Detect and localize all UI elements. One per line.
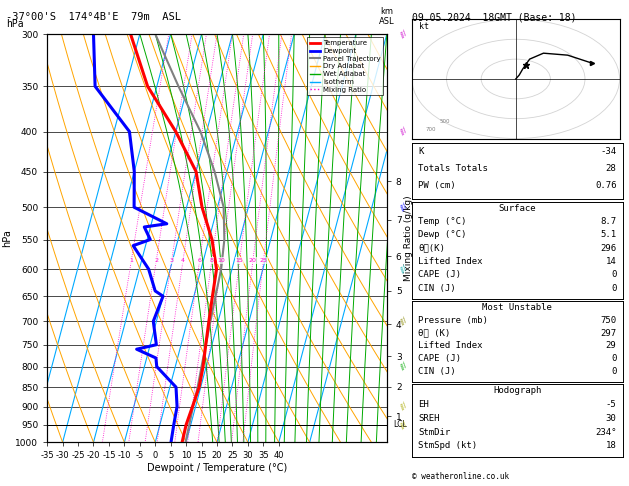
Text: 1: 1 xyxy=(130,258,133,263)
Text: 14: 14 xyxy=(606,257,616,266)
Text: 6: 6 xyxy=(198,258,201,263)
Text: 500: 500 xyxy=(440,119,450,123)
Text: kt: kt xyxy=(419,22,429,32)
Text: 8: 8 xyxy=(210,258,214,263)
Text: © weatheronline.co.uk: © weatheronline.co.uk xyxy=(412,472,509,481)
Text: StmDir: StmDir xyxy=(418,428,450,436)
Text: hPa: hPa xyxy=(6,19,24,30)
Text: 0: 0 xyxy=(611,354,616,363)
Text: Temp (°C): Temp (°C) xyxy=(418,217,467,226)
Text: 2: 2 xyxy=(154,258,159,263)
Text: ///: /// xyxy=(399,420,409,430)
Text: 5.1: 5.1 xyxy=(600,230,616,240)
Text: ///: /// xyxy=(399,362,409,371)
Text: Lifted Index: Lifted Index xyxy=(418,341,483,350)
Text: ///: /// xyxy=(399,127,409,136)
Text: ///: /// xyxy=(399,203,409,212)
Text: -34: -34 xyxy=(600,147,616,156)
Text: Surface: Surface xyxy=(499,204,536,213)
Text: -5: -5 xyxy=(606,400,616,409)
Text: 10: 10 xyxy=(218,258,225,263)
Text: Lifted Index: Lifted Index xyxy=(418,257,483,266)
Text: 25: 25 xyxy=(260,258,267,263)
Text: 09.05.2024  18GMT (Base: 18): 09.05.2024 18GMT (Base: 18) xyxy=(412,12,577,22)
Text: 3: 3 xyxy=(170,258,174,263)
Text: Most Unstable: Most Unstable xyxy=(482,303,552,312)
Y-axis label: hPa: hPa xyxy=(3,229,13,247)
Text: θᴄ (K): θᴄ (K) xyxy=(418,329,450,338)
Text: 296: 296 xyxy=(600,244,616,253)
Text: 0: 0 xyxy=(611,367,616,376)
Text: -37°00'S  174°4B'E  79m  ASL: -37°00'S 174°4B'E 79m ASL xyxy=(6,12,181,22)
Text: θᴄ(K): θᴄ(K) xyxy=(418,244,445,253)
Text: 29: 29 xyxy=(606,341,616,350)
Text: 8.7: 8.7 xyxy=(600,217,616,226)
X-axis label: Dewpoint / Temperature (°C): Dewpoint / Temperature (°C) xyxy=(147,463,287,473)
Text: ///: /// xyxy=(399,264,409,274)
Text: ///: /// xyxy=(399,29,409,39)
Text: CIN (J): CIN (J) xyxy=(418,284,456,293)
Text: 700: 700 xyxy=(426,126,437,132)
Text: 18: 18 xyxy=(606,441,616,451)
Text: 234°: 234° xyxy=(595,428,616,436)
Text: Totals Totals: Totals Totals xyxy=(418,164,488,174)
Text: 30: 30 xyxy=(606,414,616,423)
Text: SREH: SREH xyxy=(418,414,440,423)
Text: K: K xyxy=(418,147,424,156)
Text: ///: /// xyxy=(399,402,409,411)
Text: km
ASL: km ASL xyxy=(379,7,394,26)
Text: PW (cm): PW (cm) xyxy=(418,181,456,190)
Text: Dewp (°C): Dewp (°C) xyxy=(418,230,467,240)
Text: 0: 0 xyxy=(611,284,616,293)
Text: CIN (J): CIN (J) xyxy=(418,367,456,376)
Y-axis label: Mixing Ratio (g/kg): Mixing Ratio (g/kg) xyxy=(404,195,413,281)
Text: 15: 15 xyxy=(236,258,243,263)
Text: ///: /// xyxy=(399,317,409,326)
Text: 28: 28 xyxy=(606,164,616,174)
Text: Pressure (mb): Pressure (mb) xyxy=(418,316,488,325)
Text: 297: 297 xyxy=(600,329,616,338)
Text: StmSpd (kt): StmSpd (kt) xyxy=(418,441,477,451)
Text: Hodograph: Hodograph xyxy=(493,386,542,395)
Text: 4: 4 xyxy=(181,258,185,263)
Text: 750: 750 xyxy=(600,316,616,325)
Text: 20: 20 xyxy=(249,258,257,263)
Text: EH: EH xyxy=(418,400,429,409)
Legend: Temperature, Dewpoint, Parcel Trajectory, Dry Adiabat, Wet Adiabat, Isotherm, Mi: Temperature, Dewpoint, Parcel Trajectory… xyxy=(307,37,383,95)
Text: 0: 0 xyxy=(611,270,616,279)
Text: CAPE (J): CAPE (J) xyxy=(418,270,461,279)
Text: LCL: LCL xyxy=(394,420,408,429)
Text: CAPE (J): CAPE (J) xyxy=(418,354,461,363)
Text: 0.76: 0.76 xyxy=(595,181,616,190)
